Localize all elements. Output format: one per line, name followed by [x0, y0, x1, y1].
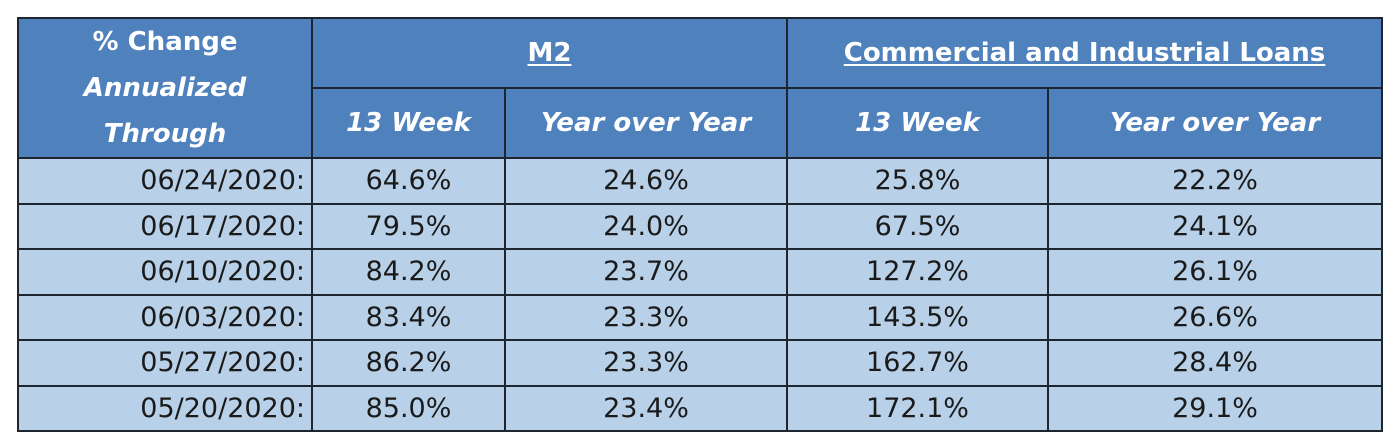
subheader-loans-year-over-year: Year over Year [1046, 87, 1384, 159]
m2-year-over-year-cell: 23.3% [504, 293, 788, 341]
subheader-loans-13-week: 13 Week [786, 87, 1049, 159]
date-cell: 06/24/2020: [17, 157, 313, 205]
subheader-m2-year-over-year: Year over Year [504, 87, 788, 159]
loans-year-over-year-cell: 26.1% [1046, 248, 1384, 296]
group-header-m2: M2 [311, 17, 788, 89]
m2-13-week-cell: 86.2% [311, 339, 506, 387]
group-header-m2-label: M2 [527, 38, 572, 68]
corner-header-line1: % Change [92, 27, 238, 57]
loans-13-week-cell: 162.7% [786, 339, 1049, 387]
loans-year-over-year-cell: 26.6% [1046, 293, 1384, 341]
m2-13-week-cell: 85.0% [311, 384, 506, 432]
money-supply-table: % Change Annualized Through M2 Commercia… [17, 17, 1384, 432]
m2-13-week-cell: 79.5% [311, 202, 506, 250]
loans-year-over-year-cell: 29.1% [1046, 384, 1384, 432]
table-row: 05/20/2020: 85.0% 23.4% 172.1% 29.1% [17, 384, 1384, 432]
corner-header: % Change Annualized Through [17, 17, 313, 159]
loans-13-week-cell: 143.5% [786, 293, 1049, 341]
loans-13-week-cell: 127.2% [786, 248, 1049, 296]
m2-13-week-cell: 64.6% [311, 157, 506, 205]
m2-year-over-year-cell: 24.0% [504, 202, 788, 250]
date-cell: 06/03/2020: [17, 293, 313, 341]
m2-year-over-year-cell: 23.7% [504, 248, 788, 296]
loans-year-over-year-cell: 22.2% [1046, 157, 1384, 205]
m2-year-over-year-cell: 23.3% [504, 339, 788, 387]
table-row: 06/03/2020: 83.4% 23.3% 143.5% 26.6% [17, 293, 1384, 341]
loans-year-over-year-cell: 28.4% [1046, 339, 1384, 387]
loans-year-over-year-cell: 24.1% [1046, 202, 1384, 250]
corner-header-line2: Annualized Through [83, 73, 247, 149]
date-cell: 06/10/2020: [17, 248, 313, 296]
subheader-m2-13-week: 13 Week [311, 87, 506, 159]
table-row: 06/17/2020: 79.5% 24.0% 67.5% 24.1% [17, 202, 1384, 250]
date-cell: 06/17/2020: [17, 202, 313, 250]
table-row: 06/24/2020: 64.6% 24.6% 25.8% 22.2% [17, 157, 1384, 205]
m2-year-over-year-cell: 24.6% [504, 157, 788, 205]
table-row: 05/27/2020: 86.2% 23.3% 162.7% 28.4% [17, 339, 1384, 387]
m2-year-over-year-cell: 23.4% [504, 384, 788, 432]
m2-13-week-cell: 84.2% [311, 248, 506, 296]
date-cell: 05/20/2020: [17, 384, 313, 432]
loans-13-week-cell: 25.8% [786, 157, 1049, 205]
group-header-loans: Commercial and Industrial Loans [785, 17, 1384, 89]
group-header-loans-label: Commercial and Industrial Loans [843, 38, 1326, 68]
loans-13-week-cell: 172.1% [786, 384, 1049, 432]
table-row: 06/10/2020: 84.2% 23.7% 127.2% 26.1% [17, 248, 1384, 296]
loans-13-week-cell: 67.5% [786, 202, 1049, 250]
date-cell: 05/27/2020: [17, 339, 313, 387]
m2-13-week-cell: 83.4% [311, 293, 506, 341]
